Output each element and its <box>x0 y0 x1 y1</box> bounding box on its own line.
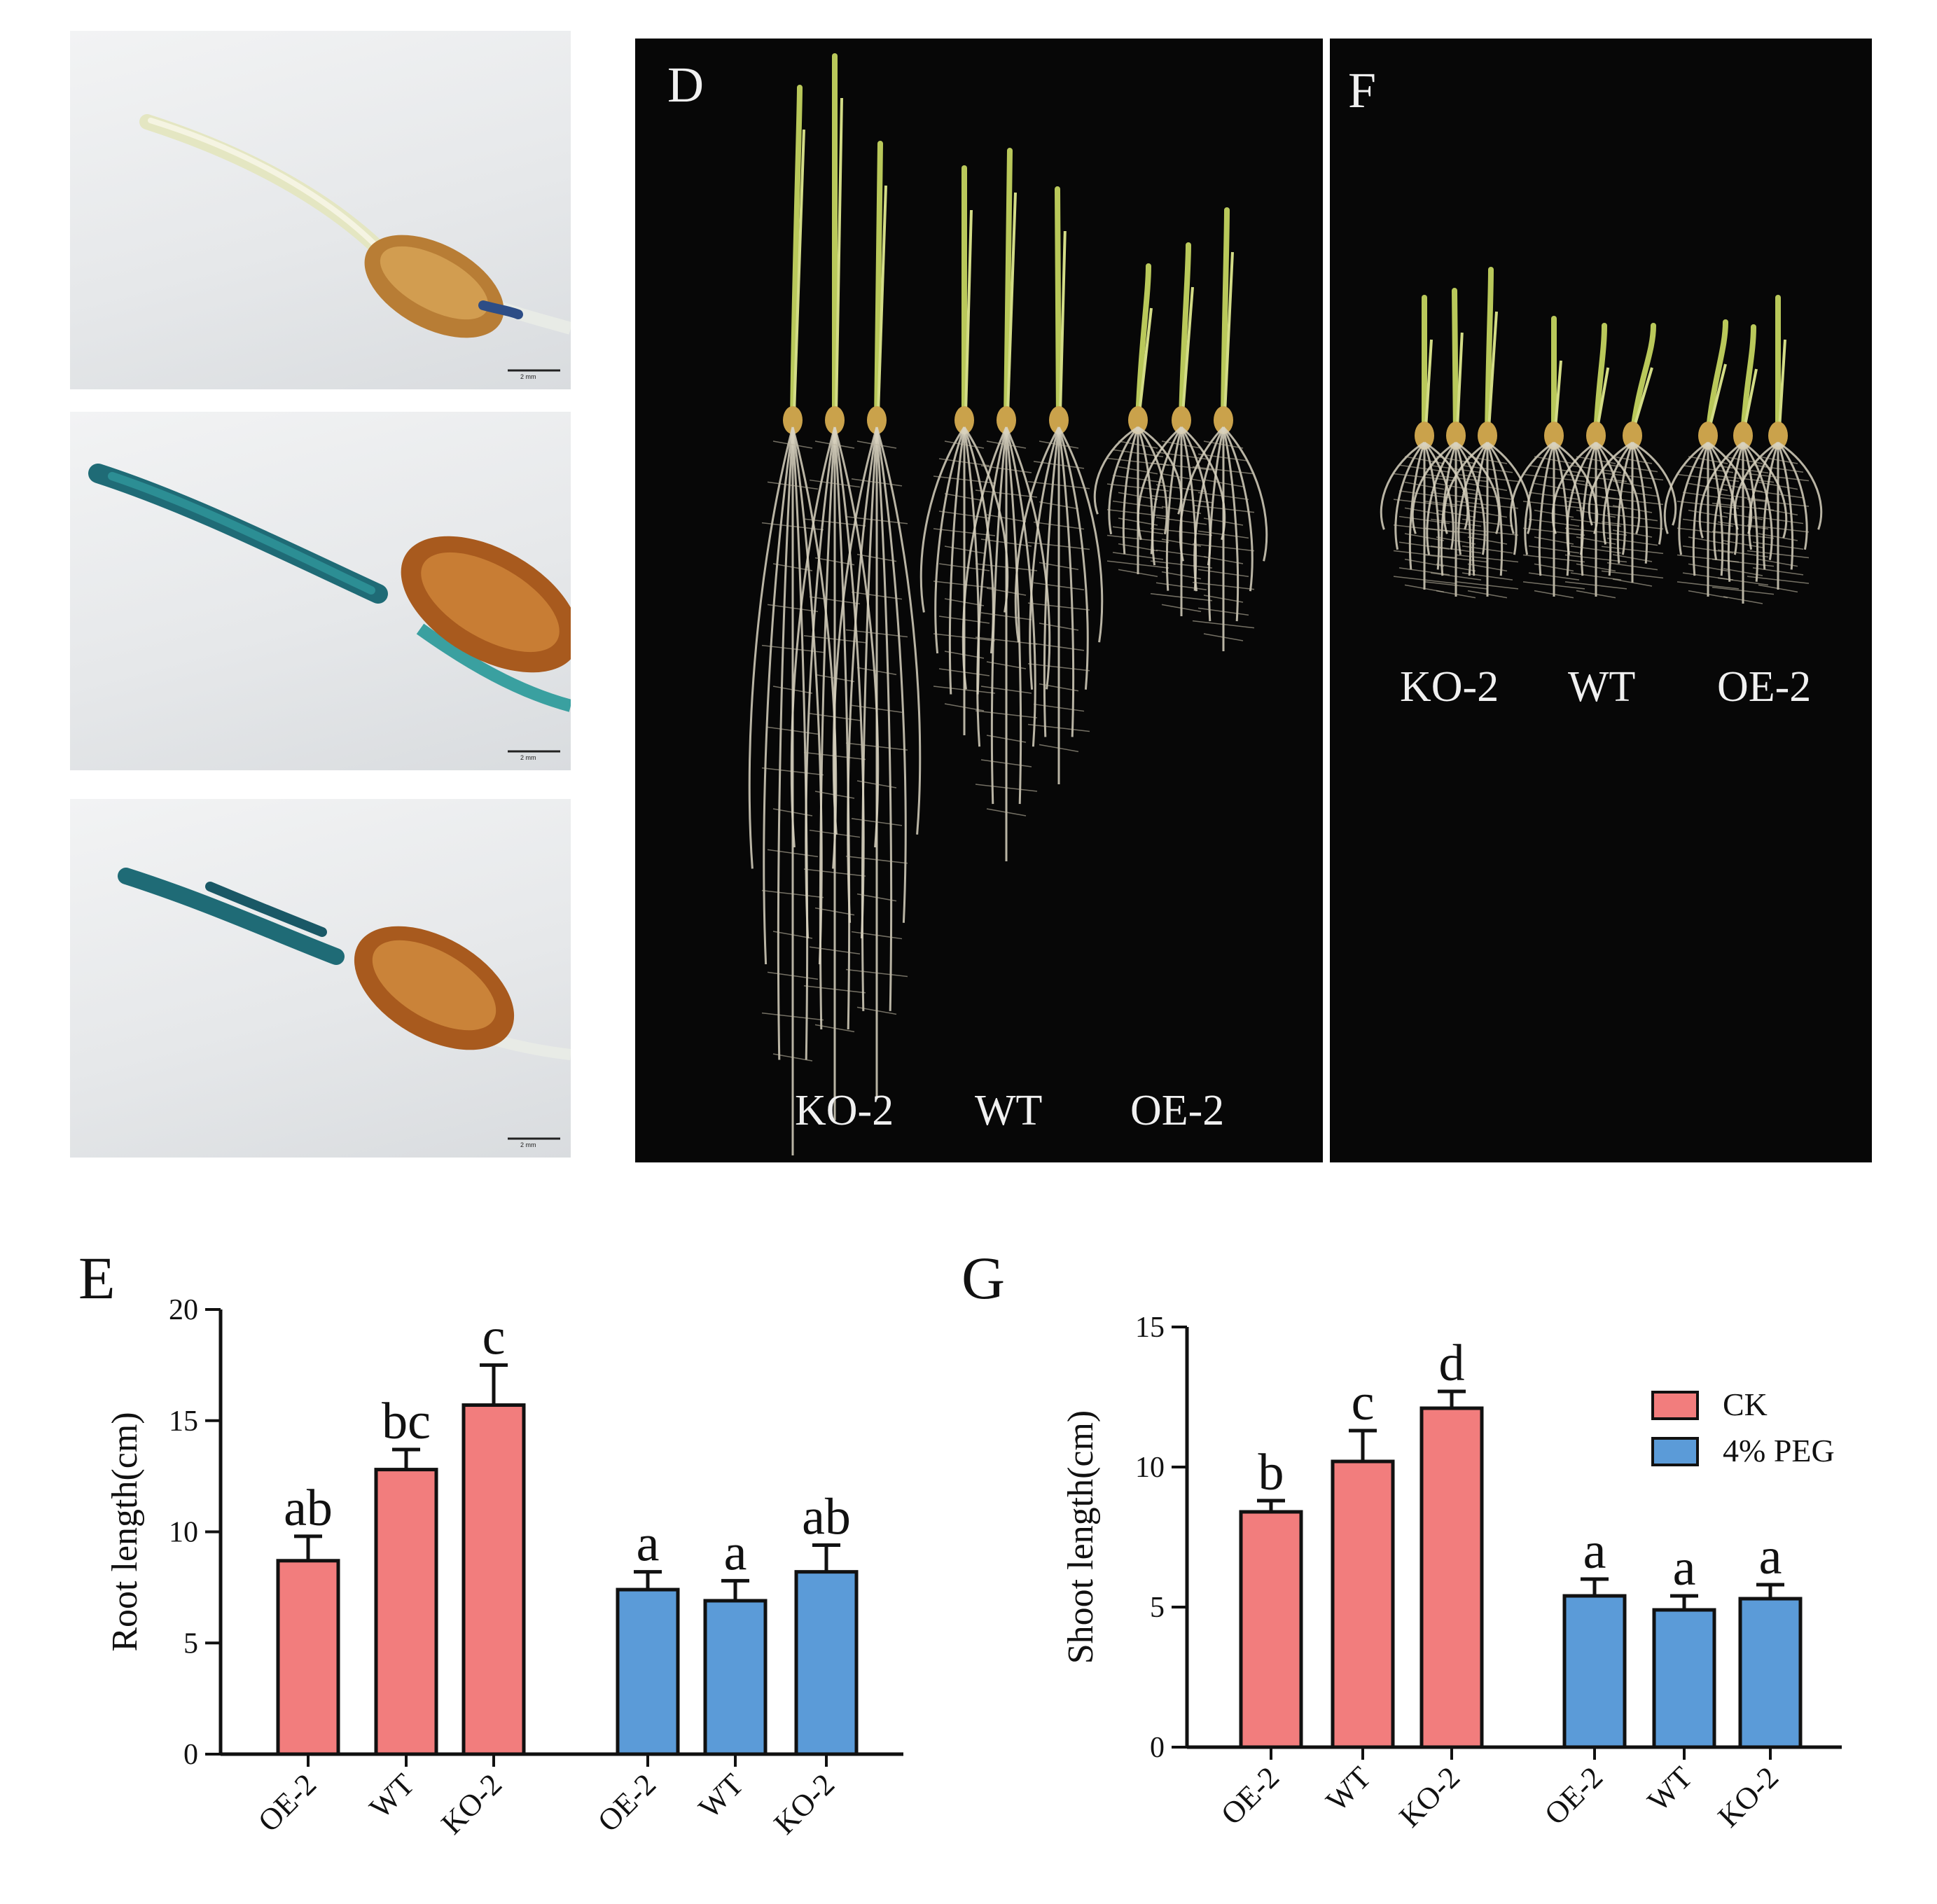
legend-swatch <box>1651 1391 1699 1420</box>
y-axis-title: Shoot length(cm) <box>1061 1410 1101 1665</box>
legend-swatch <box>1651 1437 1699 1466</box>
seedling <box>1137 242 1226 616</box>
seedling-photo-f: F KO-2 WT OE-2 <box>1330 39 1872 1162</box>
seedling <box>1443 267 1532 599</box>
significance-letter: ab <box>284 1480 333 1537</box>
x-tick-label: OE-2 <box>1214 1760 1286 1831</box>
bar <box>276 1559 340 1756</box>
panel-label-f: F <box>1348 62 1377 118</box>
x-tick-label: KO-2 <box>768 1767 842 1841</box>
y-tick-label: 15 <box>1135 1312 1165 1344</box>
y-tick-label: 15 <box>169 1405 198 1438</box>
significance-letter: a <box>1583 1522 1606 1580</box>
seedling-photo-d: D KO-2 WT OE-2 <box>635 39 1323 1162</box>
seed-photo-b: 2 mm <box>70 412 571 770</box>
panel-label-e: E <box>78 1244 116 1312</box>
scale-bar-text-a: 2 mm <box>520 373 536 380</box>
x-tick-label: OE-2 <box>1538 1760 1609 1831</box>
seed-photo-c: 2 mm <box>70 799 571 1158</box>
photo-d-label-oe2: OE-2 <box>1130 1087 1225 1134</box>
y-tick-label: 5 <box>183 1627 198 1660</box>
y-tick-label: 5 <box>1150 1592 1165 1624</box>
x-tick-label: KO-2 <box>1712 1760 1786 1834</box>
panel-label-d: D <box>667 57 704 113</box>
x-tick-label: WT <box>1641 1760 1699 1818</box>
y-tick-label: 0 <box>1150 1732 1165 1764</box>
photo-f-label-wt: WT <box>1568 663 1636 711</box>
photo-f-label-ko2: KO-2 <box>1400 663 1499 711</box>
significance-letter: c <box>1352 1374 1375 1431</box>
legend-label: CK <box>1723 1387 1768 1422</box>
significance-letter: d <box>1439 1335 1465 1392</box>
y-tick-label: 10 <box>169 1517 198 1549</box>
x-tick-label: WT <box>363 1767 421 1825</box>
root-length-chart: 0 5 10 15 20 Root length(cm) ab OE-2 bc WT c KO-2 a O… <box>105 1294 903 1841</box>
significance-letter: a <box>724 1524 747 1581</box>
bar <box>374 1468 438 1756</box>
y-tick-label: 0 <box>183 1739 198 1771</box>
seed-photo-a: 2 mm <box>70 31 571 389</box>
seedling <box>832 141 922 1099</box>
legend-label: 4% PEG <box>1723 1433 1835 1468</box>
bar <box>1331 1459 1395 1749</box>
scale-bar-text-c: 2 mm <box>520 1141 536 1148</box>
bar <box>1652 1608 1716 1749</box>
scale-bar-text-b: 2 mm <box>520 754 536 761</box>
seedling <box>748 85 838 1155</box>
significance-letter: b <box>1258 1444 1284 1501</box>
bar <box>616 1587 680 1756</box>
x-tick-label: KO-2 <box>435 1767 509 1841</box>
seedling <box>961 148 1051 861</box>
seedling <box>790 53 880 1120</box>
significance-letter: a <box>1673 1539 1696 1597</box>
significance-letter: bc <box>382 1393 431 1450</box>
x-tick-label: WT <box>1319 1760 1377 1818</box>
photo-d-label-ko2: KO-2 <box>795 1087 894 1134</box>
seedling <box>1179 207 1268 651</box>
bar <box>1738 1597 1803 1749</box>
bar <box>794 1570 859 1756</box>
shoot-length-chart: 0 5 10 15 Shoot length(cm) b OE-2 c WT d KO-2 a OE-2… <box>1061 1312 1842 1834</box>
seedling <box>919 165 1009 735</box>
seedling <box>1014 186 1104 785</box>
seedling <box>1733 295 1823 593</box>
bar <box>703 1599 768 1756</box>
bar <box>1419 1406 1484 1749</box>
x-tick-label: OE-2 <box>591 1767 662 1838</box>
y-tick-label: 10 <box>1135 1452 1165 1484</box>
y-tick-label: 20 <box>169 1294 198 1326</box>
significance-letter: a <box>1759 1528 1782 1585</box>
photo-d-label-wt: WT <box>975 1087 1043 1134</box>
significance-letter: c <box>482 1308 506 1366</box>
photo-f-label-oe2: OE-2 <box>1717 663 1812 711</box>
seedling <box>1588 323 1677 587</box>
bar <box>461 1403 526 1756</box>
significance-letter: ab <box>802 1489 851 1546</box>
seedling <box>1551 323 1641 599</box>
x-tick-label: KO-2 <box>1393 1760 1467 1834</box>
y-axis-title: Root length(cm) <box>105 1412 145 1651</box>
panel-label-g: G <box>961 1244 1006 1312</box>
bar <box>1562 1594 1627 1749</box>
x-tick-label: OE-2 <box>251 1767 323 1838</box>
x-tick-label: WT <box>692 1767 750 1825</box>
bar <box>1239 1510 1303 1749</box>
significance-letter: a <box>637 1515 660 1573</box>
